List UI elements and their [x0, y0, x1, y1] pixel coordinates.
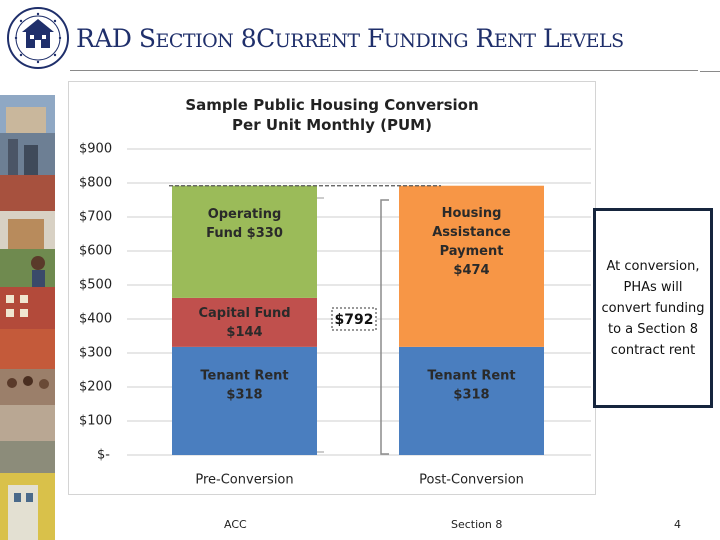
conversion-callout: At conversion, PHAs will convert funding…: [593, 208, 713, 408]
callout-text: At conversion, PHAs will convert funding…: [601, 258, 705, 358]
bar-data-label: Operating Fund $330: [206, 207, 283, 241]
bar-segment: [172, 185, 317, 298]
y-tick-label: $900: [79, 142, 112, 157]
page-number: 4: [674, 518, 681, 531]
footer-acc-label: ACC: [224, 518, 247, 531]
y-tick-label: $600: [79, 244, 112, 259]
bar-segment: [399, 185, 544, 347]
title-divider: [70, 70, 698, 71]
bar-segment: [172, 297, 317, 347]
y-tick-label: $700: [79, 210, 112, 225]
y-tick-label: $300: [79, 346, 112, 361]
chart-title: Sample Public Housing Conversion Per Unit…: [185, 96, 478, 134]
hud-seal-icon: [7, 7, 69, 69]
y-tick-label: $800: [79, 176, 112, 191]
bar-data-label: Capital Fund $144: [198, 305, 290, 339]
bar-segment: [399, 346, 544, 455]
bar-data-label: Tenant Rent $318: [427, 368, 515, 402]
y-tick-label: $100: [79, 414, 112, 429]
x-tick-label: Pre-Conversion: [195, 473, 293, 488]
bar-segment: [172, 346, 317, 455]
footer-section8-label: Section 8: [451, 518, 503, 531]
y-tick-label: $200: [79, 380, 112, 395]
chart-area: Sample Public Housing Conversion Per Unit…: [68, 81, 596, 495]
page-title: RAD SECTION 8CURRENT FUNDING RENT LEVELS: [76, 24, 624, 53]
axis-bracket-ticks: [317, 197, 324, 453]
housing-photos: [0, 95, 55, 540]
conversion-bracket: [380, 199, 389, 455]
chart-svg: Sample Public Housing Conversion Per Unit…: [79, 96, 591, 488]
bar-data-label: Housing Assistance Payment $474: [432, 206, 511, 278]
bar-data-label: Tenant Rent $318: [200, 368, 288, 402]
y-tick-label: $400: [79, 312, 112, 327]
y-tick-label: $500: [79, 278, 112, 293]
y-tick-label: $-: [97, 448, 110, 463]
x-tick-label: Post-Conversion: [419, 473, 524, 488]
value-box: [331, 307, 377, 331]
total-value-label: $792: [335, 312, 374, 328]
title-divider-end: [700, 71, 720, 72]
